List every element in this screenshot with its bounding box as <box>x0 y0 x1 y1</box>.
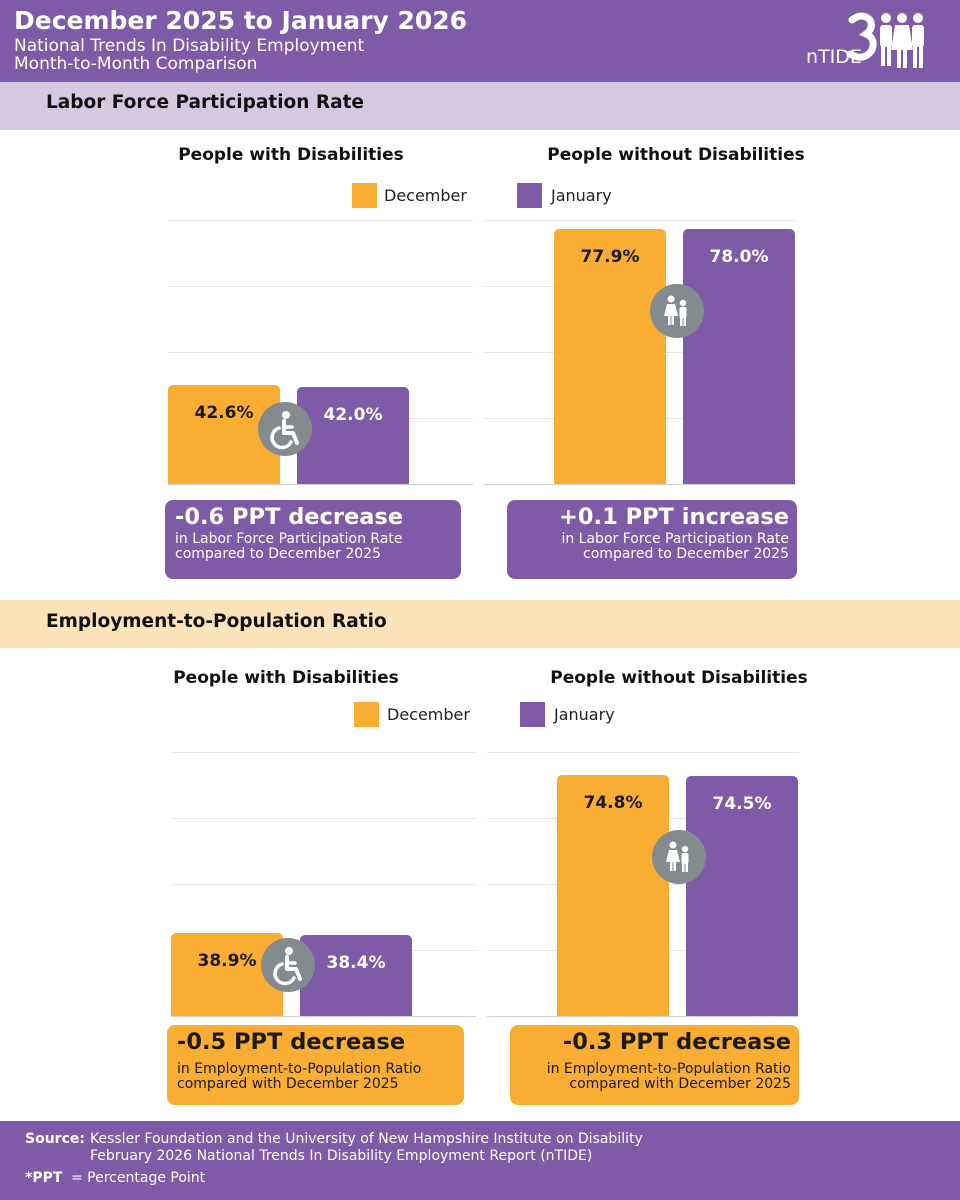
bar-january <box>686 776 798 1016</box>
legend-december-label: December <box>387 705 470 724</box>
bar-december <box>557 774 669 1016</box>
epr-with-callout: -0.5 PPT decrease in Employment-to-Popul… <box>167 1025 464 1105</box>
bar-january-label: 38.4% <box>326 953 386 974</box>
chart-baseline <box>487 1016 799 1017</box>
logo-text: nTIDE <box>806 46 862 68</box>
lfpr-with-chart: 42.6% 42.0% <box>168 220 473 485</box>
callout-line2: compared to December 2025 <box>175 546 381 562</box>
chart-baseline <box>168 484 473 485</box>
bar-january-label: 78.0% <box>709 246 769 267</box>
legend-december-swatch <box>352 183 377 208</box>
ppt-definition: = Percentage Point <box>71 1170 206 1186</box>
wheelchair-icon <box>261 938 315 992</box>
callout-line1: in Labor Force Participation Rate <box>175 531 403 547</box>
epr-with-panel-title: People with Disabilities <box>173 668 399 688</box>
footer <box>0 1121 960 1200</box>
source-line2: February 2026 National Trends In Disabil… <box>90 1148 593 1164</box>
lfpr-with-callout: -0.6 PPT decrease in Labor Force Partici… <box>165 500 461 579</box>
epr-with-chart: 38.9% 38.4% <box>171 752 476 1017</box>
header-banner <box>0 0 960 82</box>
chart-baseline <box>484 484 796 485</box>
grid-line <box>484 220 796 221</box>
bar-december-label: 38.9% <box>197 950 257 971</box>
epr-section-bar <box>0 600 960 648</box>
callout-headline: -0.6 PPT decrease <box>175 504 404 530</box>
chart-baseline <box>171 1016 476 1017</box>
callout-headline: -0.5 PPT decrease <box>177 1029 406 1055</box>
legend-january-label: January <box>554 705 615 724</box>
ntide-logo <box>800 6 950 78</box>
bar-january-label: 74.5% <box>712 794 772 815</box>
callout-line2: compared with December 2025 <box>569 1076 791 1092</box>
bar-december-label: 77.9% <box>580 247 640 268</box>
grid-line <box>171 818 476 819</box>
grid-line <box>171 884 476 885</box>
legend-january-label: January <box>551 186 612 205</box>
bar-january <box>300 935 412 1016</box>
callout-line1: in Employment-to-Population Ratio <box>177 1061 422 1077</box>
lfpr-without-chart: 77.9% 78.0% <box>484 220 796 485</box>
bar-january <box>683 228 795 484</box>
callout-line1: in Employment-to-Population Ratio <box>546 1061 791 1077</box>
lfpr-with-panel-title: People with Disabilities <box>178 145 404 165</box>
bar-december-label: 74.8% <box>583 792 643 813</box>
source-label: Source: <box>25 1131 85 1147</box>
callout-line1: in Labor Force Participation Rate <box>561 531 789 547</box>
people-icon <box>650 284 704 338</box>
callout-headline: -0.3 PPT decrease <box>562 1029 791 1055</box>
callout-line2: compared with December 2025 <box>177 1076 399 1092</box>
lfpr-section-title: Labor Force Participation Rate <box>46 92 364 113</box>
page-title: December 2025 to January 2026 <box>14 6 468 35</box>
legend-january-swatch <box>520 702 545 727</box>
bar-december-label: 42.6% <box>194 402 254 423</box>
ppt-label: *PPT <box>25 1170 63 1186</box>
epr-without-panel-title: People without Disabilities <box>550 668 808 688</box>
callout-headline: +0.1 PPT increase <box>559 504 789 530</box>
epr-without-chart: 74.8% 74.5% <box>487 752 799 1017</box>
epr-without-callout: -0.3 PPT decrease in Employment-to-Popul… <box>510 1025 799 1105</box>
grid-line <box>168 286 473 287</box>
wheelchair-icon <box>258 402 312 456</box>
grid-line <box>171 752 476 753</box>
grid-line <box>487 752 799 753</box>
callout-line2: compared to December 2025 <box>583 546 789 562</box>
bar-january-label: 42.0% <box>323 405 383 426</box>
lfpr-section-bar <box>0 82 960 130</box>
epr-section-title: Employment-to-Population Ratio <box>46 611 387 632</box>
people-icon <box>652 830 706 884</box>
grid-line <box>168 220 473 221</box>
grid-line <box>168 352 473 353</box>
page-subtitle-line1: National Trends In Disability Employment <box>14 36 365 56</box>
legend-december-label: December <box>384 186 467 205</box>
lfpr-without-callout: +0.1 PPT increase in Labor Force Partici… <box>507 500 797 579</box>
source-line1: Kessler Foundation and the University of… <box>90 1131 643 1147</box>
legend-january-swatch <box>517 183 542 208</box>
page-subtitle-line2: Month-to-Month Comparison <box>14 54 258 74</box>
bar-january <box>297 387 409 484</box>
lfpr-without-panel-title: People without Disabilities <box>547 145 805 165</box>
legend-december-swatch <box>354 702 379 727</box>
bar-december <box>554 229 666 484</box>
